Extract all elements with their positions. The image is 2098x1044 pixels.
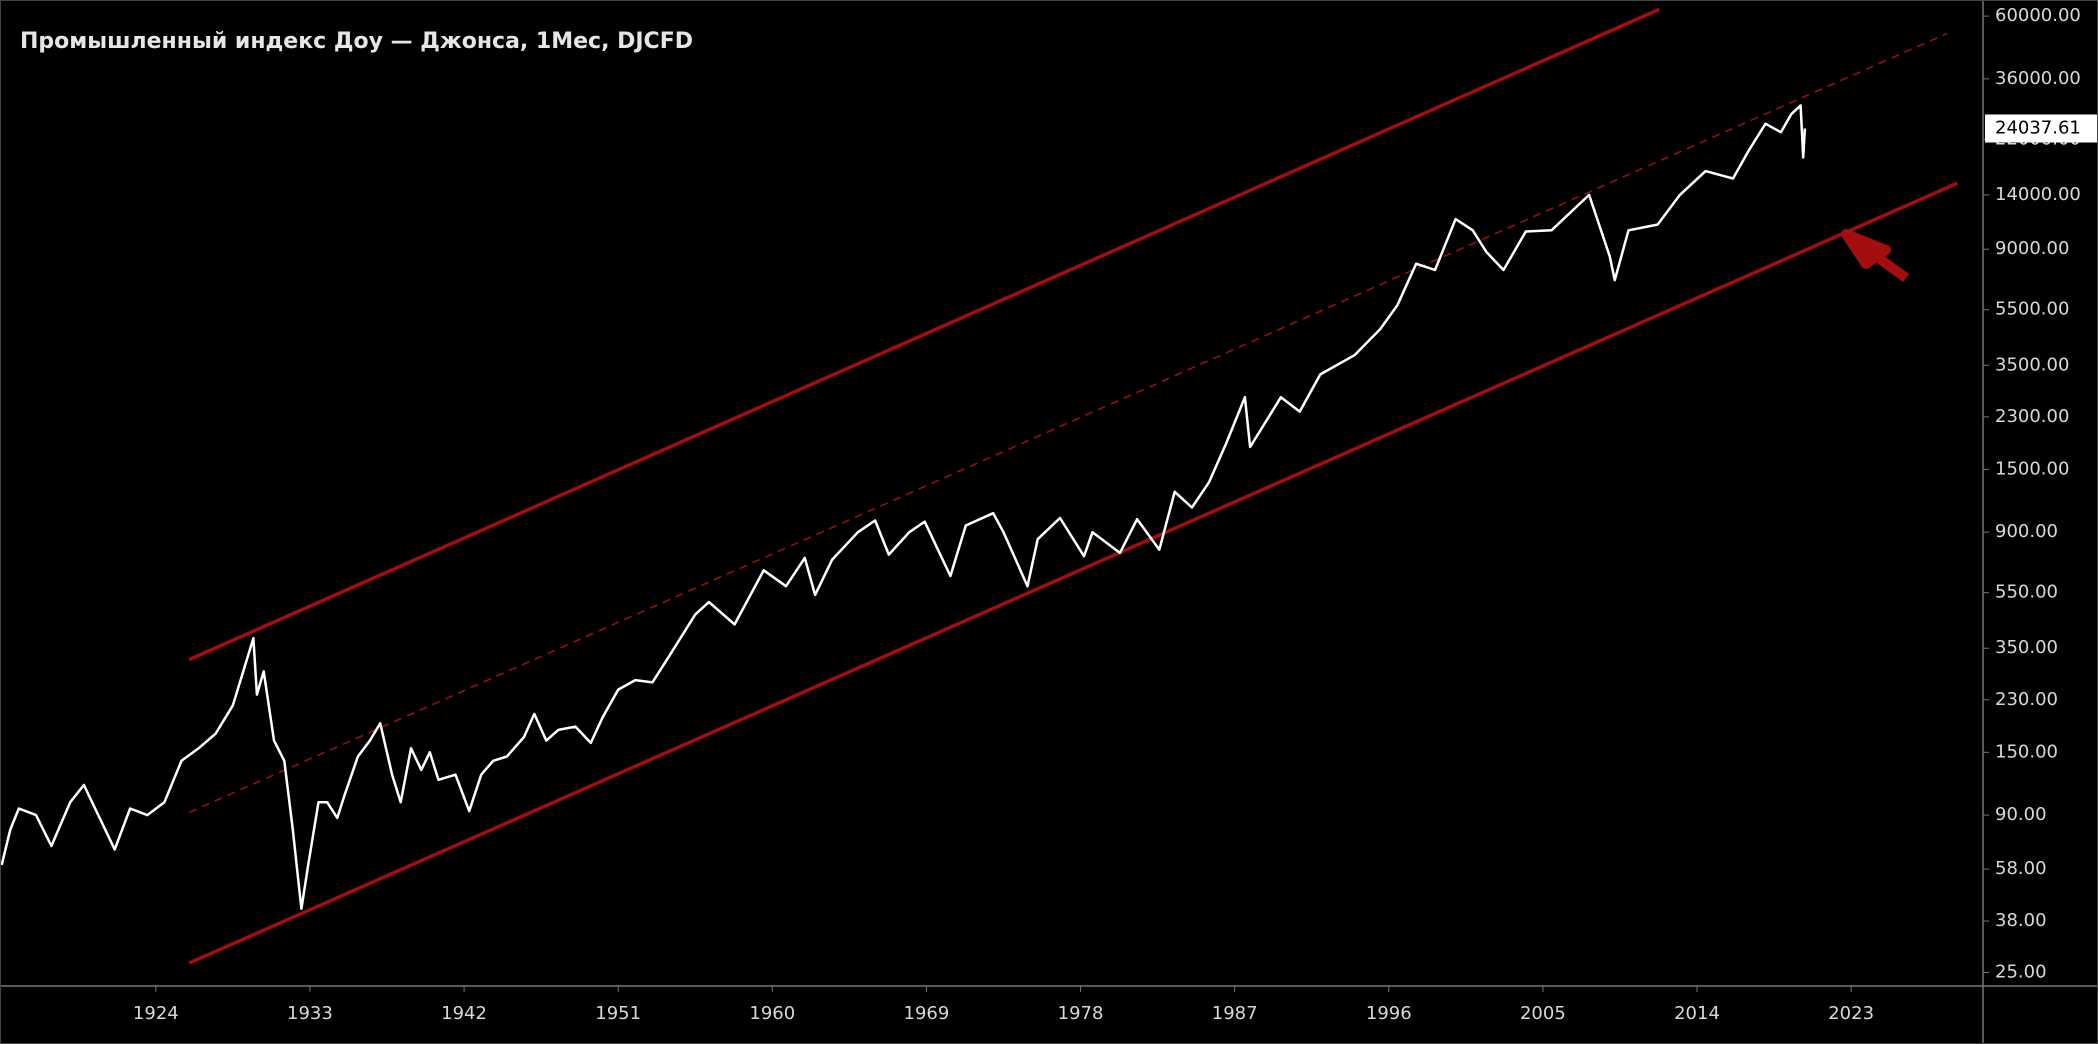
x-tick-label: 1924	[133, 1003, 179, 1024]
y-tick-label: 5500.00	[1995, 299, 2069, 320]
y-tick-label: 550.00	[1995, 582, 2058, 603]
y-tick-label: 9000.00	[1995, 238, 2069, 259]
x-tick-label: 1987	[1212, 1003, 1258, 1024]
x-tick-label: 1996	[1366, 1003, 1412, 1024]
x-tick-label: 1969	[904, 1003, 950, 1024]
chart-title: Промышленный индекс Доу — Джонса, 1Мес, …	[20, 29, 693, 54]
x-tick-label: 2005	[1520, 1003, 1566, 1024]
arrow	[1841, 229, 1909, 283]
x-tick-label: 1951	[595, 1003, 641, 1024]
x-tick-label: 1942	[441, 1003, 487, 1024]
y-tick-label: 150.00	[1995, 741, 2058, 762]
y-tick-label: 900.00	[1995, 521, 2058, 542]
y-tick-label: 36000.00	[1995, 68, 2081, 89]
y-tick-label: 25.00	[1995, 962, 2047, 983]
y-tick-label: 58.00	[1995, 858, 2047, 879]
y-tick-label: 2300.00	[1995, 406, 2069, 427]
trend-line	[188, 181, 1959, 965]
x-tick-label: 2023	[1828, 1003, 1874, 1024]
y-tick-label: 14000.00	[1995, 184, 2081, 205]
last-price-box	[1985, 114, 2097, 143]
y-tick-label: 3500.00	[1995, 354, 2069, 375]
y-tick-label: 60000.00	[1995, 5, 2081, 26]
last-price-label: 24037.61	[1995, 118, 2081, 139]
y-tick-label: 90.00	[1995, 804, 2047, 825]
x-tick-label: 1978	[1058, 1003, 1104, 1024]
price-line	[0, 104, 1807, 911]
y-tick-label: 38.00	[1995, 910, 2047, 931]
x-tick-label: 2014	[1674, 1003, 1720, 1024]
x-tick-label: 1960	[749, 1003, 795, 1024]
y-tick-label: 230.00	[1995, 689, 2058, 710]
trend-line	[188, 7, 1661, 662]
y-tick-label: 1500.00	[1995, 458, 2069, 479]
y-tick-label: 350.00	[1995, 637, 2058, 658]
x-tick-label: 1933	[287, 1003, 333, 1024]
trend-line	[188, 32, 1948, 814]
